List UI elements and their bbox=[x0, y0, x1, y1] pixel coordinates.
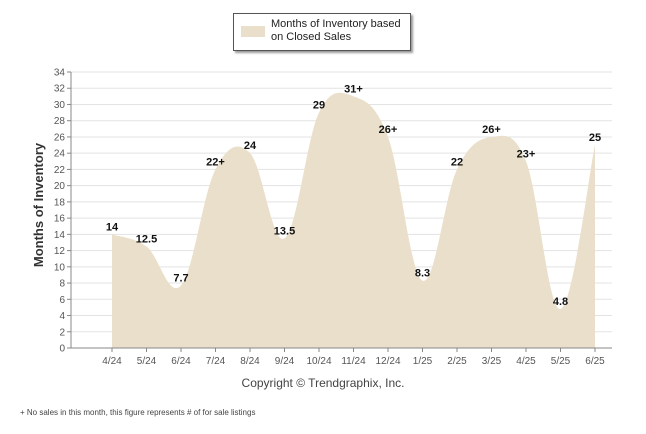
x-tick-label: 3/25 bbox=[482, 356, 502, 367]
data-label: 12.5 bbox=[136, 234, 157, 246]
x-tick-label: 6/24 bbox=[171, 356, 191, 367]
x-tick-labels: 4/24 5/24 6/24 7/24 8/24 9/24 10/24 11/24 12/24 1… bbox=[102, 348, 605, 367]
y-tick-label: 24 bbox=[54, 149, 66, 160]
y-tick-label: 22 bbox=[54, 165, 66, 176]
data-labels: 14 12.5 7.7 22+ 24 13.5 29 31+ 26+ 8.3 22 26+ 23+ 4.8… bbox=[106, 83, 601, 308]
y-tick-label: 30 bbox=[54, 100, 66, 111]
legend-label: Months of Inventory based on Closed Sale… bbox=[271, 18, 401, 43]
data-label: 13.5 bbox=[274, 225, 295, 237]
data-label: 22+ bbox=[206, 156, 225, 168]
y-tick-label: 20 bbox=[54, 181, 66, 192]
x-tick-label: 4/25 bbox=[516, 356, 536, 367]
y-tick-label: 28 bbox=[54, 116, 66, 127]
legend: Months of Inventory based on Closed Sale… bbox=[233, 13, 411, 51]
data-label: 22 bbox=[451, 156, 463, 168]
x-tick-label: 1/25 bbox=[413, 356, 433, 367]
x-tick-label: 6/25 bbox=[585, 356, 605, 367]
data-label: 23+ bbox=[517, 148, 536, 160]
x-tick-label: 5/25 bbox=[551, 356, 571, 367]
data-label: 4.8 bbox=[553, 296, 568, 308]
y-tick-label: 4 bbox=[59, 311, 65, 322]
x-tick-label: 4/24 bbox=[102, 356, 122, 367]
y-tick-label: 12 bbox=[54, 246, 66, 257]
y-tick-label: 34 bbox=[54, 68, 66, 79]
x-tick-label: 9/24 bbox=[275, 356, 295, 367]
data-label: 14 bbox=[106, 221, 119, 233]
y-tick-label: 2 bbox=[59, 327, 65, 338]
data-label: 8.3 bbox=[415, 268, 430, 280]
x-tick-label: 10/24 bbox=[306, 356, 331, 367]
area-fill bbox=[112, 92, 595, 349]
data-label: 24 bbox=[244, 140, 257, 152]
x-tick-label: 7/24 bbox=[206, 356, 226, 367]
area-series bbox=[112, 92, 595, 349]
y-tick-label: 0 bbox=[59, 344, 65, 355]
axes bbox=[70, 72, 612, 349]
x-tick-label: 8/24 bbox=[240, 356, 260, 367]
x-tick-label: 11/24 bbox=[341, 356, 366, 367]
data-label: 31+ bbox=[344, 83, 363, 95]
y-tick-label: 8 bbox=[59, 279, 65, 290]
copyright-credit: Copyright © Trendgraphix, Inc. bbox=[241, 376, 405, 390]
data-label: 7.7 bbox=[173, 272, 188, 284]
x-tick-label: 2/25 bbox=[447, 356, 467, 367]
y-tick-label: 16 bbox=[54, 214, 66, 225]
y-tick-label: 26 bbox=[54, 132, 66, 143]
x-tick-label: 12/24 bbox=[375, 356, 400, 367]
y-tick-label: 18 bbox=[54, 197, 66, 208]
x-tick-label: 5/24 bbox=[137, 356, 157, 367]
y-tick-label: 32 bbox=[54, 84, 66, 95]
data-label: 26+ bbox=[379, 124, 398, 136]
y-axis-title: Months of Inventory bbox=[31, 142, 46, 267]
legend-swatch bbox=[241, 26, 265, 37]
footnote: + No sales in this month, this figure re… bbox=[20, 408, 256, 417]
y-tick-label: 14 bbox=[54, 230, 66, 241]
y-tick-label: 6 bbox=[59, 295, 65, 306]
data-label: 29 bbox=[313, 100, 325, 112]
data-label: 26+ bbox=[482, 124, 501, 136]
data-label: 25 bbox=[589, 132, 601, 144]
y-tick-label: 10 bbox=[54, 262, 66, 273]
